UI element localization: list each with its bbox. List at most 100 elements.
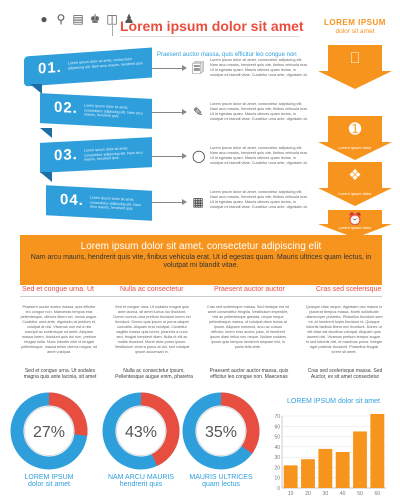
ribbon-fold xyxy=(40,128,52,138)
step-number: 04. xyxy=(60,190,84,210)
donut-chart-3: 35% xyxy=(182,392,260,470)
bulb-icon: ◯ xyxy=(192,149,206,163)
y-tick-label: 10 xyxy=(274,476,280,482)
donut-percent-label: 35% xyxy=(205,424,237,441)
step-ribbon-4: 04. Lorem ipsum dolor sit amet, consecte… xyxy=(46,185,152,221)
person-icon: ♟ xyxy=(123,12,135,26)
donut-label-title: MAURIS ULTRICES xyxy=(189,474,253,481)
column-text: Praesent auctor auctor massa, quis effic… xyxy=(20,305,98,354)
monitor-icon: ⎕ xyxy=(350,50,360,67)
step-ribbon-text: Lorem ipsum dolor sit amet, consectetur … xyxy=(90,195,141,211)
bar xyxy=(283,465,298,488)
column-title: Praesent auctor auctor xyxy=(214,286,285,293)
step-text: Lorem ipsum dolor sit amet, consectetur … xyxy=(210,58,308,77)
column-summary: Nulla ac consectetur ipsum, Pellentesque… xyxy=(115,368,193,380)
donut-center xyxy=(24,406,74,456)
step-connector xyxy=(152,112,182,113)
arrow-head-icon xyxy=(182,109,187,115)
donut-value-arc xyxy=(10,392,88,470)
ribbon-fold xyxy=(30,84,42,94)
donut-label-sub: quam lectus xyxy=(202,481,240,488)
y-tick-label: 0 xyxy=(277,486,280,492)
step-ribbon-text: Lorem ipsum dolor sit amet, consectetur … xyxy=(84,146,143,162)
title-underline xyxy=(120,36,300,37)
column-summary: Cras sed scelerisque massa. Sed Auctor, … xyxy=(307,368,383,380)
x-tick-label: 30 xyxy=(323,491,329,497)
people-icon: ♚ xyxy=(89,12,101,26)
bar-chart: 0 10 20 30 40 50 60 70 10 20 30 40 50 60 xyxy=(274,413,386,497)
donut-label: NAM ARCU MAURIS hendrerit quis xyxy=(96,474,186,489)
step-ribbon-2: 02. Lorem ipsum dolor sit amet, consecte… xyxy=(40,93,152,129)
step-ribbon-text: Lorem ipsum dolor sit amet, consectetur … xyxy=(84,103,143,119)
x-tick-label: 20 xyxy=(305,491,311,497)
step-ribbon-1: 01. Lorem ipsum dolor sit amet, consecte… xyxy=(24,47,152,87)
title-divider xyxy=(112,16,113,36)
column-divider xyxy=(20,296,382,297)
arrow-head-icon xyxy=(182,65,187,71)
arrow-head-icon xyxy=(182,199,187,205)
y-tick-label: 30 xyxy=(274,455,280,461)
step-number: 03. xyxy=(54,145,78,165)
bar xyxy=(353,431,367,488)
donut-label-title: NAM ARCU MAURIS xyxy=(107,474,175,481)
y-tick-label: 40 xyxy=(274,445,280,451)
step-text: Lorem ipsum dolor sit amet, consectetur … xyxy=(210,102,308,121)
step-text: Lorem ipsum dolor sit amet, consectetur … xyxy=(210,190,308,209)
column-text: Quisque vitae neque, dignissim nec mauri… xyxy=(305,305,383,354)
column-text: Cras sed scelerisque massa. Sed tristiqu… xyxy=(207,305,289,349)
bar xyxy=(318,448,333,488)
steps-headline: Praesent auctor massa, quis efficitur le… xyxy=(157,52,297,58)
y-tick-label: 50 xyxy=(274,435,280,441)
page-title: Lorem ipsum dolor sit amet xyxy=(120,18,304,34)
right-panel-item: ➊ Lorem ipsum dolor xyxy=(318,116,392,162)
right-panel-subheading: dolor sit amet xyxy=(335,28,375,35)
step-ribbon-text: Lorem ipsum dolor sit amet, consectetur … xyxy=(68,56,143,70)
donut-label-sub: hendrerit quis xyxy=(119,481,163,488)
y-tick-label: 60 xyxy=(274,424,280,430)
puzzle-icon: ❖ xyxy=(348,167,362,184)
alarm-clock-icon: ⏰ xyxy=(347,212,363,226)
x-tick-label: 50 xyxy=(357,491,363,497)
step-connector xyxy=(152,68,182,69)
right-panel-item-label: Lorem ipsum dolor xyxy=(338,191,372,196)
column-summary: Praesent auctor auctor massa, quis effic… xyxy=(209,368,289,380)
donut-value-arc xyxy=(182,392,260,470)
donut-label: LOREM IPSUM dolor sit amet xyxy=(4,474,94,489)
y-tick-label: 20 xyxy=(274,465,280,471)
donut-percent-label: 27% xyxy=(33,424,65,441)
x-tick-label: 10 xyxy=(288,491,294,497)
donut-chart-1: 27% xyxy=(10,392,88,470)
bar xyxy=(335,452,350,488)
donut-value-arc xyxy=(102,392,180,470)
right-panel-item: ⏰ Lorem ipsum dolor xyxy=(318,210,392,240)
y-tick-label: 70 xyxy=(274,414,280,420)
step-connector xyxy=(152,202,182,203)
light-bulb-icon: ● xyxy=(40,12,48,26)
step-text: Lorem ipsum dolor sit amet, consectetur … xyxy=(210,146,308,165)
chart-title: LOREM IPSUM dolor sit amet xyxy=(287,398,380,405)
banner-subtext: Nam arcu mauris, hendrerit quis vite, fi… xyxy=(30,254,372,269)
right-panel-item-label: Lorem ipsum dolor xyxy=(338,145,372,150)
right-panel-header: LOREM IPSUM dolor sit amet xyxy=(318,18,392,35)
column-title: Nulla ac consectetur xyxy=(120,286,184,293)
gift-icon: ▦ xyxy=(192,195,204,209)
right-panel-item-label: Lorem ipsum dolor xyxy=(338,225,372,230)
right-panel-heading: LOREM IPSUM xyxy=(324,18,386,27)
x-tick-label: 40 xyxy=(340,491,346,497)
donut-percent-label: 43% xyxy=(125,424,157,441)
column-text: Sed et congue urna. Ut sodales magna qui… xyxy=(113,305,191,354)
bar xyxy=(301,459,315,488)
documents-icon: 🗐 xyxy=(192,61,204,75)
orange-banner: Lorem ipsum dolor sit amet, consectetur … xyxy=(20,235,382,285)
donut-label-sub: dolor sit amet xyxy=(27,481,71,488)
ribbon-fold xyxy=(40,172,52,182)
column-title: Sed et congue urna. Ut xyxy=(22,286,94,293)
step-number: 01. xyxy=(38,58,62,78)
note-icon: ✎ xyxy=(192,105,204,119)
column-summary: Sed et congue urna. Ut sodales magna qui… xyxy=(23,368,97,380)
donut-chart-2: 43% xyxy=(102,392,180,470)
banner-heading: Lorem ipsum dolor sit amet, consectetur … xyxy=(80,241,322,252)
bar xyxy=(370,413,385,488)
step-connector xyxy=(152,156,182,157)
step-ribbon-3: 03. Lorem ipsum dolor sit amet, consecte… xyxy=(40,137,152,173)
